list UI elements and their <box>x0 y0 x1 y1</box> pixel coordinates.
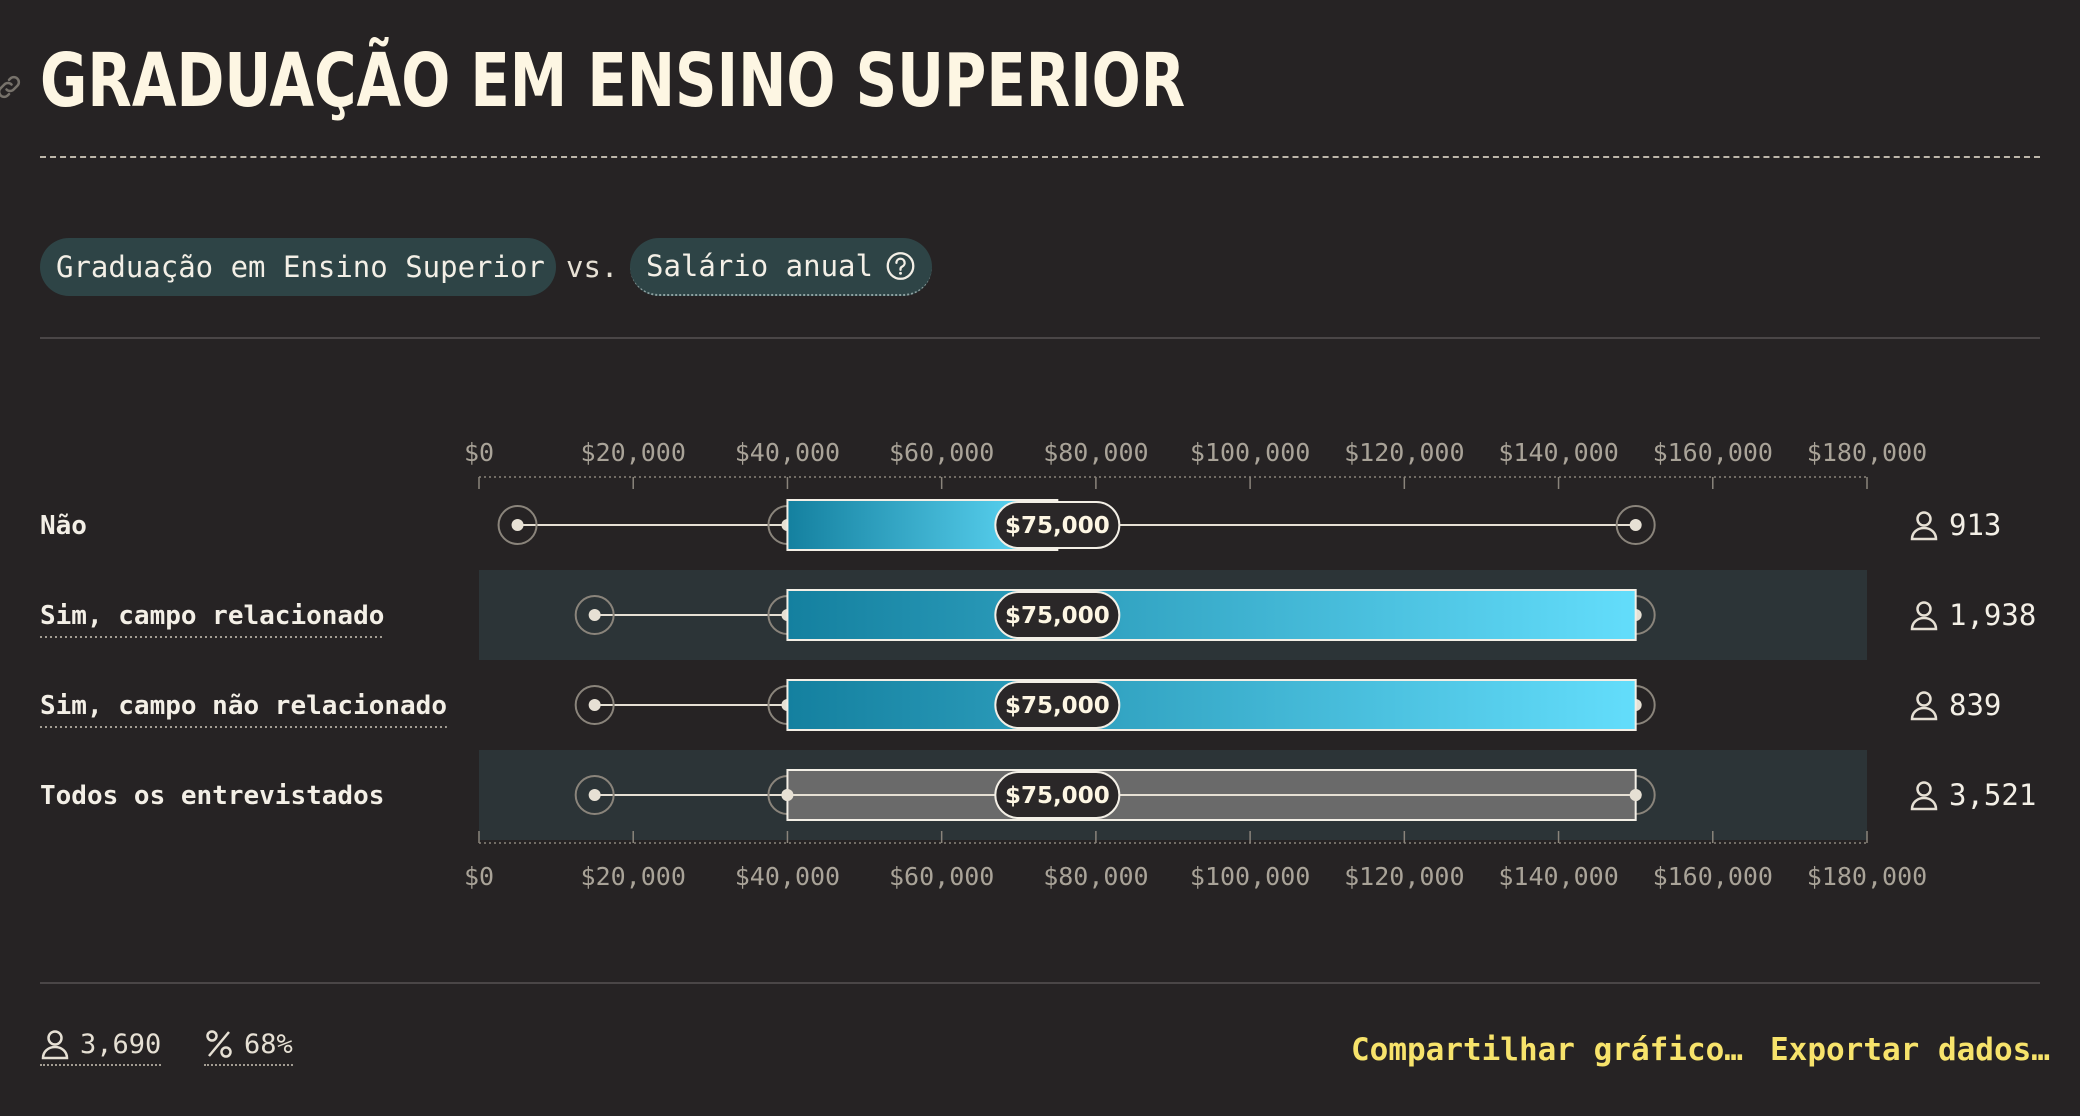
iqr-box <box>786 589 1637 641</box>
tick-label: $140,000 <box>1498 862 1618 891</box>
person-icon <box>1910 511 1938 541</box>
tick-label: $20,000 <box>581 862 686 891</box>
salary-boxplot-chart: $0 $20,000 $40,000 $60,000 $80,000 $100,000 $1… <box>40 438 2036 891</box>
percent-stat[interactable]: 68% <box>204 1028 293 1066</box>
median-label: $75,000 <box>1005 603 1110 629</box>
person-icon <box>41 1030 69 1060</box>
tick-label: $140,000 <box>1498 438 1618 467</box>
row-count: 3,521 <box>1949 778 2036 812</box>
median-pill <box>994 591 1121 639</box>
respondents-count: 3,690 <box>80 1028 162 1060</box>
tick-label: $120,000 <box>1344 862 1464 891</box>
tick-label: $40,000 <box>735 862 840 891</box>
vs-label: vs. <box>566 250 619 284</box>
tick-label: $80,000 <box>1043 862 1148 891</box>
whisker-marker-ring <box>497 505 538 545</box>
field-chip-salario[interactable]: Salário anual <box>630 238 932 296</box>
row-count: 839 <box>1949 688 2001 722</box>
row-label: Não <box>40 511 87 541</box>
whisker-marker-dot <box>588 699 601 711</box>
tick-label: $100,000 <box>1190 862 1310 891</box>
help-icon[interactable] <box>885 249 916 283</box>
percent-value: 68% <box>244 1028 293 1060</box>
whisker-marker-dot <box>781 789 794 801</box>
whisker-marker-dot <box>1629 519 1642 531</box>
median-label: $75,000 <box>1005 693 1110 719</box>
tick-label: $120,000 <box>1344 438 1464 467</box>
tick-label: $40,000 <box>735 438 840 467</box>
median-label: $75,000 <box>1005 513 1110 539</box>
row-label: Sim, campo não relacionado <box>40 691 447 721</box>
whisker-marker-dot <box>511 519 524 531</box>
share-chart-link[interactable]: Compartilhar gráfico… <box>1351 1032 1743 1068</box>
median-label: $75,000 <box>1005 783 1110 809</box>
median-pill <box>994 501 1121 549</box>
row-label: Todos os entrevistados <box>40 781 384 811</box>
person-icon <box>1910 781 1938 811</box>
tick-label: $160,000 <box>1653 862 1773 891</box>
respondents-stat[interactable]: 3,690 <box>40 1028 162 1066</box>
field-chip-label: Salário anual <box>646 249 873 283</box>
whisker-marker-ring <box>574 685 615 725</box>
section-divider <box>40 337 2040 339</box>
tick-label: $0 <box>464 862 494 891</box>
export-data-link[interactable]: Exportar dados… <box>1770 1032 2050 1068</box>
link-icon[interactable] <box>0 72 24 102</box>
row-count: 1,938 <box>1949 598 2036 632</box>
whisker-marker-dot <box>588 609 601 621</box>
whisker-marker-ring <box>574 775 615 815</box>
field-chip-label: Graduação em Ensino Superior <box>56 250 545 284</box>
tick-label: $80,000 <box>1043 438 1148 467</box>
person-icon <box>1910 601 1938 631</box>
footer-divider <box>40 982 2040 984</box>
median-pill <box>994 771 1121 819</box>
row-label: Sim, campo relacionado <box>40 601 384 631</box>
title-divider <box>40 156 2040 158</box>
tick-label: $180,000 <box>1807 438 1927 467</box>
tick-label: $20,000 <box>581 438 686 467</box>
whisker-marker-dot <box>588 789 601 801</box>
person-icon <box>1910 691 1938 721</box>
field-chip-graduacao[interactable]: Graduação em Ensino Superior <box>40 238 556 296</box>
page-title: GRADUAÇÃO EM ENSINO SUPERIOR <box>40 38 1186 124</box>
tick-label: $180,000 <box>1807 862 1927 891</box>
tick-label: $60,000 <box>889 862 994 891</box>
whisker-marker-ring <box>1615 505 1656 545</box>
percent-icon <box>206 1030 232 1058</box>
whisker-marker-dot <box>1629 789 1642 801</box>
iqr-box <box>786 679 1637 731</box>
tick-label: $160,000 <box>1653 438 1773 467</box>
tick-label: $100,000 <box>1190 438 1310 467</box>
tick-label: $0 <box>464 438 494 467</box>
tick-label: $60,000 <box>889 438 994 467</box>
whisker-marker-ring <box>574 595 615 635</box>
row-count: 913 <box>1949 508 2001 542</box>
median-pill <box>994 681 1121 729</box>
